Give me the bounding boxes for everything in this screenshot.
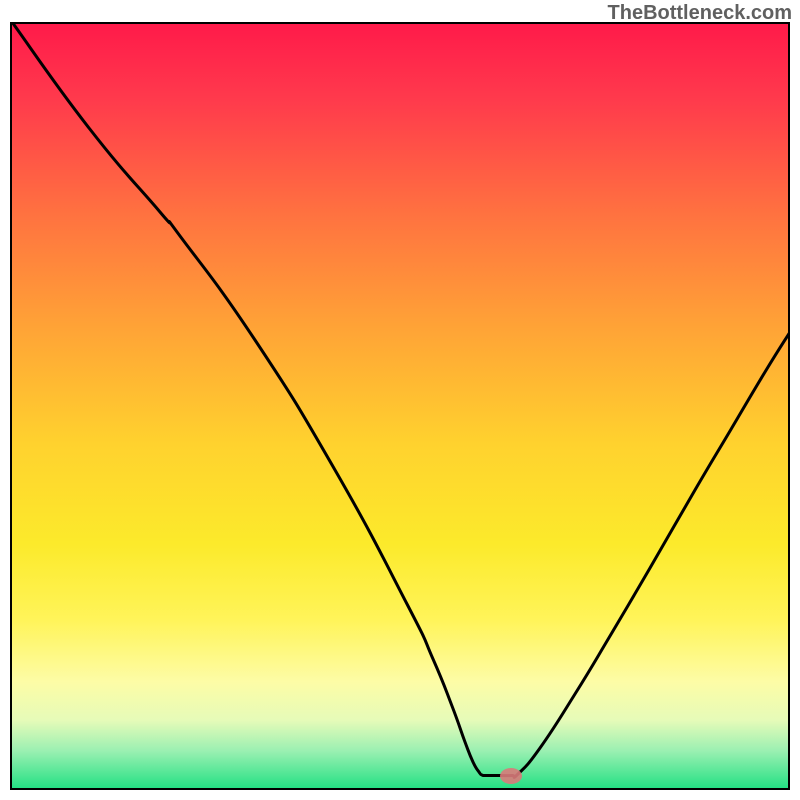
chart-plot-area — [10, 22, 790, 790]
watermark-text: TheBottleneck.com — [608, 2, 792, 25]
optimal-marker — [500, 768, 522, 784]
chart-gradient-bg — [11, 23, 789, 789]
chart-svg — [10, 22, 790, 790]
